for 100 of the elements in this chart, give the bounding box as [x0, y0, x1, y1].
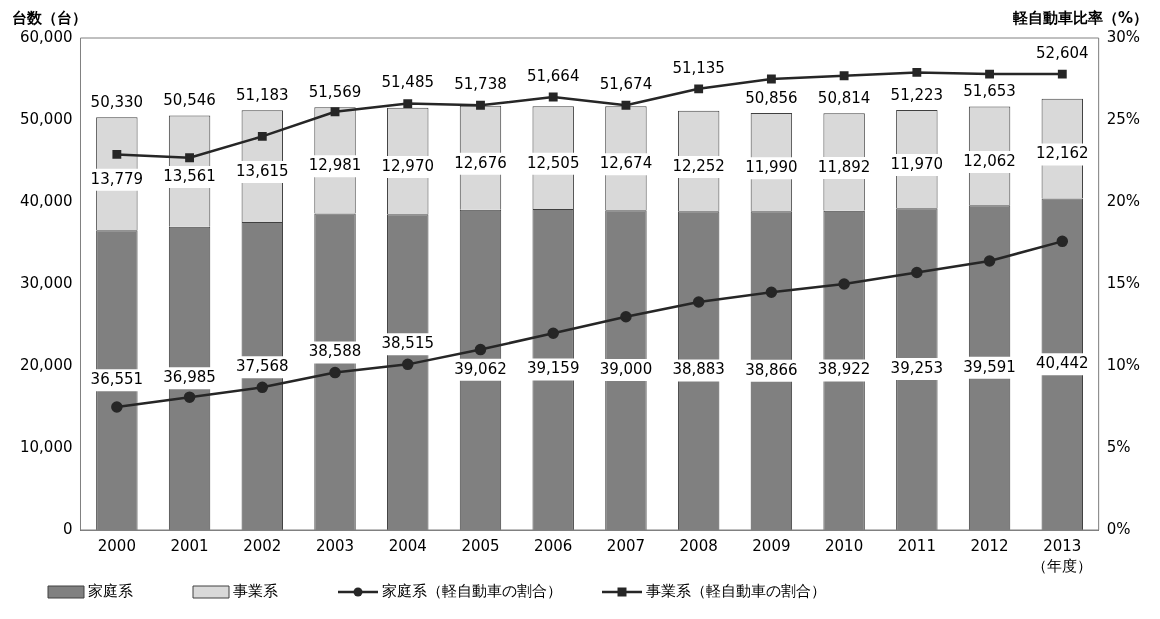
- point: [912, 68, 922, 77]
- point: [983, 255, 996, 267]
- x-tick-label: 2001: [170, 536, 209, 555]
- point: [330, 107, 340, 117]
- total-label: 51,569: [308, 83, 362, 102]
- total-label: 50,856: [745, 88, 798, 107]
- point: [694, 84, 704, 94]
- data-label: 38,866: [745, 360, 798, 379]
- x-tick-label: 2000: [97, 536, 136, 555]
- point: [620, 311, 632, 323]
- data-label: 38,588: [308, 342, 362, 361]
- y2-tick-label: 0%: [1106, 519, 1131, 538]
- x-tick-label: 2006: [534, 536, 573, 555]
- data-label: 12,981: [308, 156, 362, 175]
- legend-label: 事業系: [233, 581, 278, 600]
- y-tick-label: 10,000: [19, 437, 73, 456]
- x-tick-label: 2009: [752, 536, 791, 555]
- total-label: 51,653: [963, 82, 1016, 101]
- data-label: 38,515: [381, 334, 435, 353]
- y-tick-label: 50,000: [19, 109, 73, 128]
- data-label: 39,062: [454, 359, 507, 378]
- point: [474, 343, 487, 356]
- data-label: 11,892: [817, 157, 871, 176]
- x-tick-label: 2012: [970, 536, 1009, 555]
- x-tick-label: 2008: [679, 536, 718, 555]
- total-label: 51,135: [672, 58, 725, 77]
- total-label: 50,546: [163, 91, 216, 110]
- point: [985, 69, 994, 79]
- legend-label: 家庭系: [88, 581, 133, 600]
- y2-tick-label: 20%: [1106, 191, 1140, 210]
- point: [1056, 235, 1069, 248]
- data-label: 36,985: [163, 368, 216, 387]
- point: [112, 150, 122, 159]
- data-label: 12,676: [454, 153, 507, 172]
- y2-tick-label: 10%: [1106, 355, 1140, 374]
- data-label: 13,615: [236, 162, 289, 181]
- y-tick-label: 0: [62, 519, 73, 538]
- data-label: 12,674: [599, 154, 653, 173]
- data-label: 13,779: [90, 169, 144, 188]
- total-label: 51,674: [599, 75, 653, 94]
- y-tick-label: 30,000: [19, 273, 73, 292]
- data-label: 38,883: [672, 360, 725, 379]
- total-label: 51,223: [890, 85, 944, 104]
- data-label: 12,062: [963, 151, 1016, 170]
- data-label: 12,505: [526, 153, 580, 172]
- data-label: 37,568: [236, 357, 289, 376]
- point: [476, 100, 485, 110]
- data-label: 39,253: [890, 358, 944, 377]
- y-tick-label: 20,000: [19, 355, 73, 374]
- legend-label: 事業系（軽自動車の割合）: [646, 581, 826, 600]
- data-label: 11,970: [890, 154, 944, 173]
- x-tick-label: 2005: [461, 536, 500, 555]
- legend-label: 家庭系（軽自動車の割合）: [382, 581, 562, 600]
- point: [257, 131, 267, 141]
- y-tick-label: 40,000: [19, 191, 73, 210]
- data-label: 36,551: [90, 370, 144, 389]
- data-label: 13,561: [163, 167, 216, 186]
- point: [402, 358, 414, 371]
- point: [766, 74, 776, 84]
- point: [621, 100, 631, 110]
- point: [548, 92, 558, 102]
- y2-tick-label: 15%: [1106, 273, 1140, 292]
- x-tick-label: 2004: [388, 536, 427, 555]
- y-axis-title: 台数（台）: [12, 9, 87, 28]
- total-label: 51,485: [381, 73, 435, 92]
- x-tick-label: 2013: [1043, 536, 1082, 555]
- point: [911, 266, 923, 279]
- y2-tick-label: 25%: [1106, 109, 1140, 128]
- total-label: 51,738: [454, 75, 507, 94]
- total-label: 50,330: [90, 93, 144, 112]
- y2-tick-label: 5%: [1106, 437, 1131, 456]
- point: [547, 327, 559, 339]
- data-label: 39,159: [526, 359, 580, 378]
- point: [692, 296, 705, 308]
- point: [185, 153, 195, 163]
- point: [839, 71, 849, 81]
- point: [765, 286, 778, 298]
- x-tick-label: 2002: [243, 536, 282, 555]
- data-label: 38,922: [817, 360, 871, 379]
- total-label: 52,604: [1036, 43, 1089, 62]
- y-tick-label: 60,000: [19, 27, 73, 46]
- y2-tick-label: 30%: [1106, 27, 1140, 46]
- data-label: 12,162: [1036, 144, 1089, 163]
- data-label: 39,591: [963, 357, 1016, 376]
- x-tick-label: 2010: [825, 536, 864, 555]
- data-label: 11,990: [745, 158, 798, 177]
- data-label: 12,970: [381, 156, 435, 175]
- data-label: 40,442: [1036, 354, 1089, 373]
- y2-axis-title: 軽自動車比率（%）: [1011, 9, 1148, 28]
- point: [329, 366, 341, 379]
- total-label: 51,664: [526, 66, 580, 85]
- point: [838, 278, 850, 290]
- x-tick-label: 2003: [315, 536, 355, 555]
- data-label: 39,000: [599, 359, 653, 378]
- data-label: 12,252: [672, 156, 725, 175]
- x-tick-label: 2007: [606, 536, 646, 555]
- x-tick-label: 2011: [897, 536, 936, 555]
- point: [1057, 69, 1067, 79]
- x-axis-title: （年度）: [1032, 557, 1093, 576]
- total-label: 50,814: [817, 89, 871, 108]
